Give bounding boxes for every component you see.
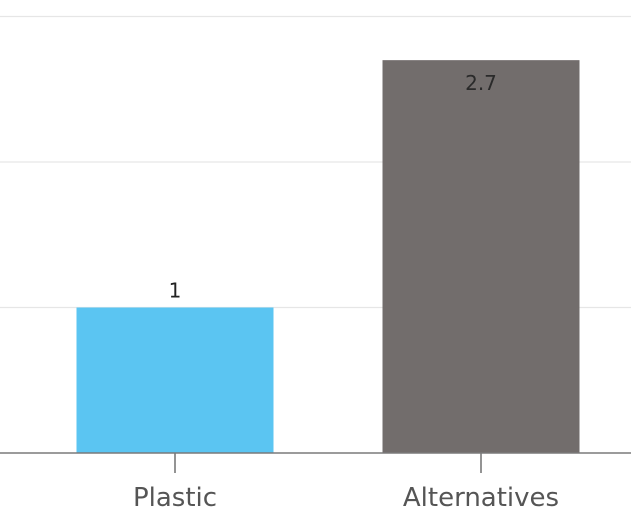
value-labels: 12.7 bbox=[169, 71, 497, 302]
category-label-plastic: Plastic bbox=[133, 483, 217, 508]
category-label-alternatives: Alternatives bbox=[403, 483, 559, 508]
value-label-alternatives: 2.7 bbox=[465, 71, 497, 95]
bars bbox=[76, 60, 580, 454]
x-axis-tick-labels: Plastic Alternatives bbox=[133, 483, 559, 508]
value-label-plastic: 1 bbox=[169, 279, 182, 303]
x-axis-ticks bbox=[174, 453, 482, 473]
bar-plastic bbox=[76, 307, 274, 453]
bar-alternatives bbox=[382, 60, 580, 454]
